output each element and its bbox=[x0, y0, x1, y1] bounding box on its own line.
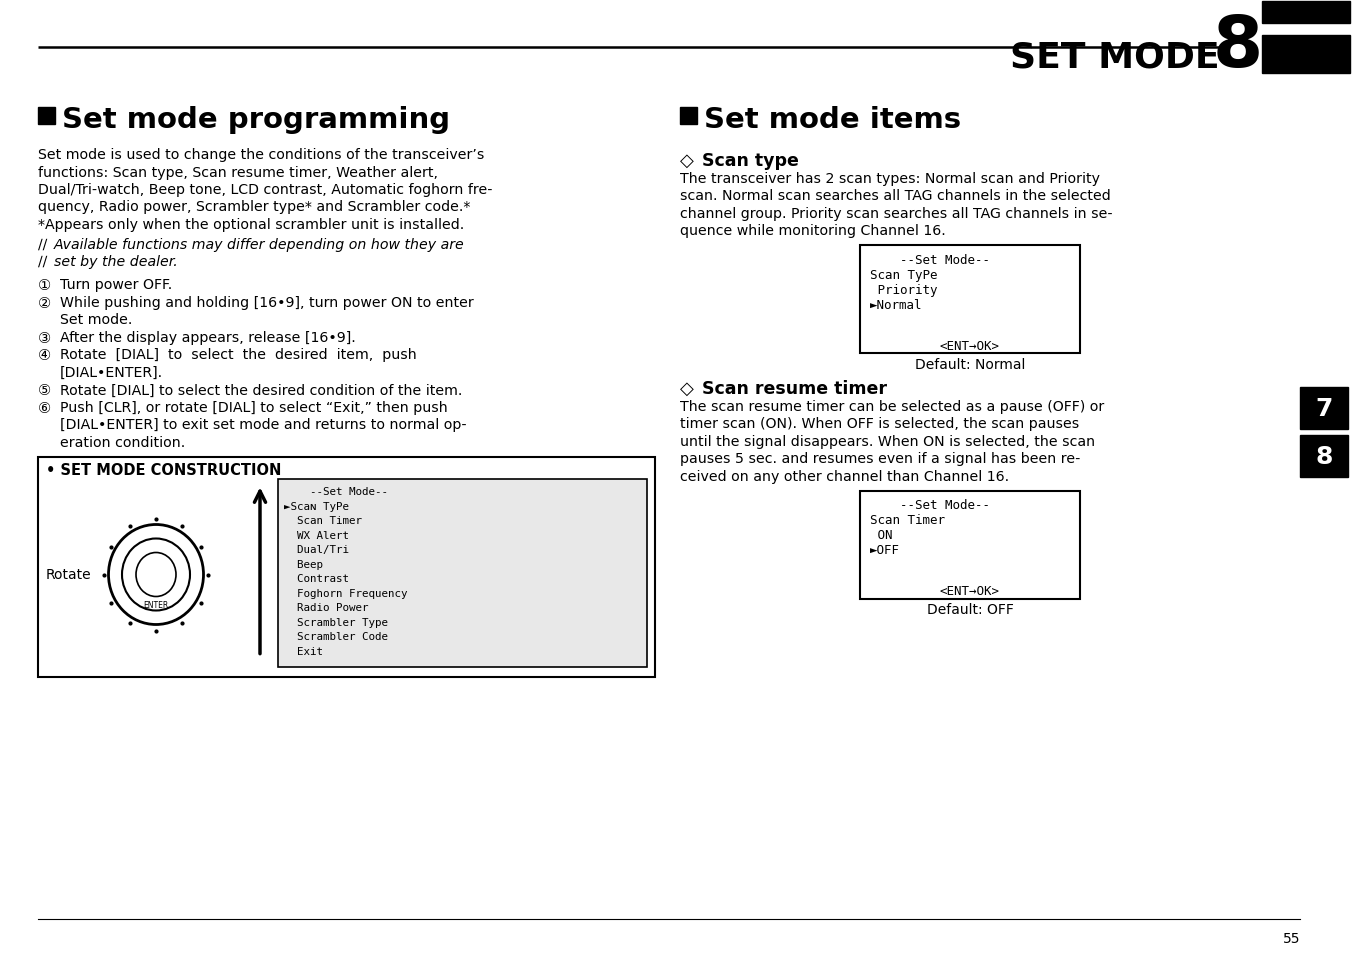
Text: ENTER: ENTER bbox=[143, 600, 169, 609]
Text: While pushing and holding [16•9], turn power ON to enter: While pushing and holding [16•9], turn p… bbox=[59, 295, 473, 310]
Text: [DIAL•ENTER].: [DIAL•ENTER]. bbox=[59, 366, 164, 379]
Text: until the signal disappears. When ON is selected, the scan: until the signal disappears. When ON is … bbox=[680, 435, 1095, 449]
Text: ⑥: ⑥ bbox=[38, 400, 51, 416]
Text: ◇: ◇ bbox=[680, 379, 694, 397]
Text: pauses 5 sec. and resumes even if a signal has been re-: pauses 5 sec. and resumes even if a sign… bbox=[680, 452, 1080, 466]
Text: Priority: Priority bbox=[869, 284, 937, 296]
Text: Set mode.: Set mode. bbox=[59, 314, 132, 327]
Text: quency, Radio power, Scrambler type* and Scrambler code.*: quency, Radio power, Scrambler type* and… bbox=[38, 200, 470, 214]
Bar bbox=[1301, 388, 1348, 430]
Text: ►Normal: ►Normal bbox=[869, 298, 922, 312]
Text: Scan TуPe: Scan TуPe bbox=[869, 269, 937, 282]
Text: 7: 7 bbox=[1315, 396, 1333, 420]
Text: [DIAL•ENTER] to exit set mode and returns to normal op-: [DIAL•ENTER] to exit set mode and return… bbox=[59, 418, 466, 432]
Text: ∕∕: ∕∕ bbox=[38, 237, 47, 252]
Text: Scan resume timer: Scan resume timer bbox=[702, 379, 887, 397]
Text: Scrambler Type: Scrambler Type bbox=[284, 618, 388, 627]
Text: ceived on any other channel than Channel 16.: ceived on any other channel than Channel… bbox=[680, 470, 1009, 483]
Text: • SET MODE CONSTRUCTION: • SET MODE CONSTRUCTION bbox=[46, 463, 281, 478]
Text: --Set Mode--: --Set Mode-- bbox=[869, 499, 990, 512]
Bar bbox=[1301, 436, 1348, 477]
Text: Available functions may differ depending on how they are: Available functions may differ depending… bbox=[54, 237, 465, 252]
Text: ③: ③ bbox=[38, 331, 51, 346]
Text: Dual/Tri-watch, Beep tone, LCD contrast, Automatic foghorn fre-: Dual/Tri-watch, Beep tone, LCD contrast,… bbox=[38, 183, 492, 196]
Text: <ENT→OK>: <ENT→OK> bbox=[940, 339, 1000, 353]
Text: The scan resume timer can be selected as a pause (OFF) or: The scan resume timer can be selected as… bbox=[680, 399, 1105, 414]
Text: Scan Timer: Scan Timer bbox=[869, 514, 945, 527]
Bar bbox=[279, 479, 648, 667]
Text: ⑤: ⑤ bbox=[38, 383, 51, 398]
Text: ON: ON bbox=[869, 529, 892, 542]
Text: Rotate [DIAL] to select the desired condition of the item.: Rotate [DIAL] to select the desired cond… bbox=[59, 383, 462, 397]
Bar bbox=[38, 108, 55, 125]
Text: --Set Mode--: --Set Mode-- bbox=[284, 487, 388, 497]
Text: Turn power OFF.: Turn power OFF. bbox=[59, 278, 172, 293]
Text: Rotate  [DIAL]  to  select  the  desired  item,  push: Rotate [DIAL] to select the desired item… bbox=[59, 348, 416, 362]
Bar bbox=[1261, 2, 1351, 24]
Bar bbox=[38, 457, 654, 677]
Ellipse shape bbox=[137, 553, 176, 597]
Text: The transceiver has 2 scan types: Normal scan and Priority: The transceiver has 2 scan types: Normal… bbox=[680, 172, 1101, 186]
Text: ②: ② bbox=[38, 295, 51, 311]
Text: After the display appears, release [16•9].: After the display appears, release [16•9… bbox=[59, 331, 356, 345]
Text: --Set Mode--: --Set Mode-- bbox=[869, 253, 990, 267]
Text: ∕∕: ∕∕ bbox=[38, 254, 47, 269]
Text: Beep: Beep bbox=[284, 559, 323, 569]
Text: eration condition.: eration condition. bbox=[59, 436, 185, 450]
Text: Radio Power: Radio Power bbox=[284, 603, 369, 613]
Bar bbox=[1261, 36, 1351, 74]
Bar bbox=[680, 108, 698, 125]
Text: Push [CLR], or rotate [DIAL] to select “Exit,” then push: Push [CLR], or rotate [DIAL] to select “… bbox=[59, 400, 448, 415]
Bar bbox=[860, 246, 1080, 354]
Bar bbox=[860, 491, 1080, 598]
Text: 55: 55 bbox=[1283, 931, 1301, 945]
Text: Set mode items: Set mode items bbox=[704, 106, 961, 133]
Text: ►OFF: ►OFF bbox=[869, 544, 900, 557]
Text: Exit: Exit bbox=[284, 646, 323, 657]
Text: 8: 8 bbox=[1213, 13, 1263, 82]
Text: WX Alert: WX Alert bbox=[284, 531, 349, 540]
Text: ④: ④ bbox=[38, 348, 51, 363]
Text: Scrambler Code: Scrambler Code bbox=[284, 632, 388, 641]
Text: Dual/Tri: Dual/Tri bbox=[284, 545, 349, 555]
Text: Default: OFF: Default: OFF bbox=[926, 603, 1014, 617]
Text: scan. Normal scan searches all TAG channels in the selected: scan. Normal scan searches all TAG chann… bbox=[680, 190, 1111, 203]
Text: ①: ① bbox=[38, 278, 51, 294]
Text: Default: Normal: Default: Normal bbox=[915, 357, 1025, 372]
Text: Foghorn Frequency: Foghorn Frequency bbox=[284, 588, 407, 598]
Text: Set mode programming: Set mode programming bbox=[62, 106, 450, 133]
Text: Rotate: Rotate bbox=[46, 568, 92, 582]
Text: Set mode is used to change the conditions of the transceiver’s: Set mode is used to change the condition… bbox=[38, 148, 484, 162]
Text: ►Scaɴ TуPe: ►Scaɴ TуPe bbox=[284, 501, 349, 512]
Text: Scan type: Scan type bbox=[702, 152, 799, 170]
Text: Scan Timer: Scan Timer bbox=[284, 516, 362, 526]
Text: Contrast: Contrast bbox=[284, 574, 349, 584]
Text: set by the dealer.: set by the dealer. bbox=[54, 254, 177, 269]
Text: SET MODE: SET MODE bbox=[1010, 41, 1220, 75]
Text: *Appears only when the optional scrambler unit is installed.: *Appears only when the optional scramble… bbox=[38, 218, 464, 232]
Text: channel group. Priority scan searches all TAG channels in se-: channel group. Priority scan searches al… bbox=[680, 207, 1113, 221]
Text: <ENT→OK>: <ENT→OK> bbox=[940, 585, 1000, 598]
Text: 8: 8 bbox=[1315, 444, 1333, 469]
Text: functions: Scan type, Scan resume timer, Weather alert,: functions: Scan type, Scan resume timer,… bbox=[38, 165, 438, 179]
Text: timer scan (ON). When OFF is selected, the scan pauses: timer scan (ON). When OFF is selected, t… bbox=[680, 417, 1079, 431]
Text: quence while monitoring Channel 16.: quence while monitoring Channel 16. bbox=[680, 224, 946, 238]
Text: ◇: ◇ bbox=[680, 152, 694, 170]
